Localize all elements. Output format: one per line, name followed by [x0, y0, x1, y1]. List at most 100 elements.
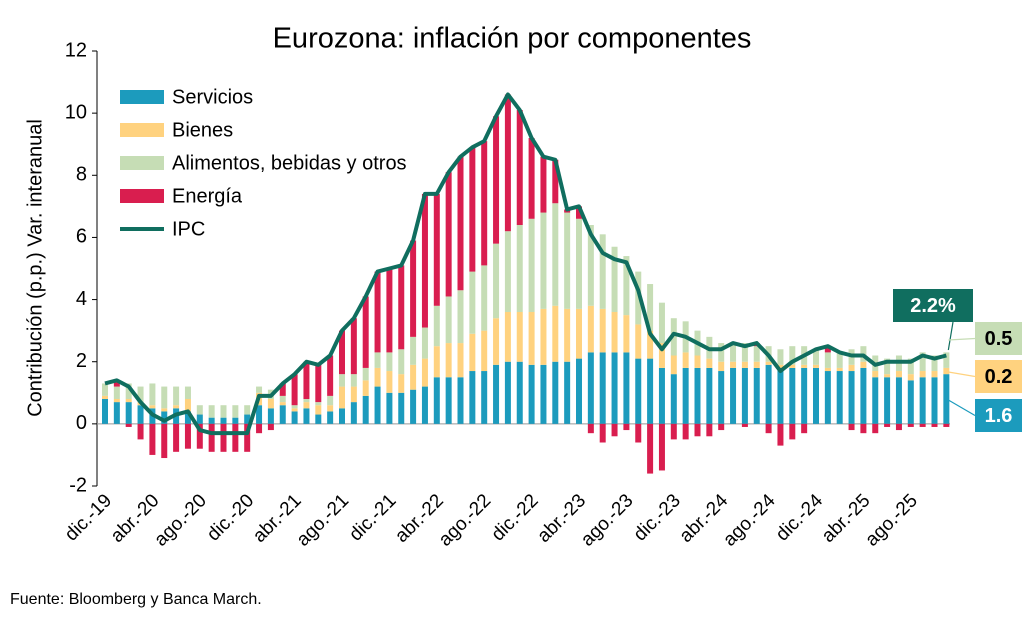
bar-segment: [824, 367, 831, 372]
bar-segment: [102, 399, 108, 424]
bar-segment: [327, 411, 334, 424]
bar-segment: [895, 377, 902, 424]
bar-segment: [469, 147, 476, 272]
bar-segment: [362, 395, 369, 424]
bar-segment: [149, 383, 156, 406]
chart-title: Eurozona: inflación por componentes: [273, 23, 752, 55]
bar-segment: [647, 330, 654, 359]
bar-segment: [339, 408, 345, 424]
bar-segment: [540, 156, 547, 213]
bar-segment: [528, 364, 535, 424]
bar-segment: [481, 141, 488, 266]
bar-segment: [635, 324, 642, 359]
bar-segment: [907, 423, 914, 427]
bar-segment: [931, 371, 938, 378]
bar-segment: [884, 374, 891, 378]
bar-segment: [493, 116, 500, 244]
bar-segment: [113, 380, 120, 387]
x-tick-label: ago.-22: [435, 490, 495, 550]
bar-segment: [493, 243, 500, 319]
bar-segment: [931, 355, 938, 372]
bar-segment: [196, 423, 203, 449]
bar-segment: [315, 414, 322, 424]
bar-segment: [682, 367, 689, 424]
bar-segment: [137, 405, 144, 424]
bar-segment: [907, 358, 914, 375]
bar-segment: [102, 383, 108, 396]
bar-segment: [398, 265, 405, 350]
bar-segment: [445, 296, 452, 344]
bar-segment: [599, 308, 606, 353]
bar-segment: [504, 231, 511, 312]
bar-segment: [753, 367, 760, 424]
bar-segment: [587, 305, 594, 353]
bar-segment: [623, 256, 630, 316]
bar-segment: [173, 386, 180, 406]
bar-segment: [789, 423, 796, 440]
bar-segment: [694, 423, 701, 437]
bar-segment: [433, 346, 440, 378]
bar-segment: [327, 355, 334, 396]
bar-segment: [279, 395, 286, 403]
bar-segment: [694, 355, 701, 368]
bar-segment: [599, 234, 606, 309]
bar-segment: [516, 225, 523, 312]
bar-segment: [113, 386, 120, 399]
bar-segment: [836, 352, 843, 368]
bar-segment: [339, 386, 345, 409]
x-tick-label: ago.-21: [293, 490, 353, 550]
annotation-leader: [947, 321, 954, 351]
bar-segment: [315, 364, 322, 403]
bar-segment: [350, 386, 357, 403]
bar-segment: [576, 206, 582, 219]
bar-segment: [741, 367, 748, 424]
bar-segment: [730, 361, 737, 368]
x-tick-label: dic.-21: [345, 490, 400, 545]
bar-segment: [943, 423, 950, 427]
bar-segment: [801, 364, 808, 368]
bar-segment: [421, 386, 428, 424]
legend-swatch: [120, 156, 164, 170]
bar-segment: [836, 371, 843, 424]
y-tick-label: 6: [76, 226, 87, 248]
bar-segment: [623, 315, 630, 353]
bar-segment: [919, 371, 926, 378]
bar-segment: [860, 423, 867, 434]
bar-segment: [919, 352, 926, 372]
bar-segment: [824, 371, 831, 424]
bar-segment: [113, 402, 120, 424]
bar-segment: [730, 367, 737, 424]
bar-segment: [161, 386, 168, 409]
bar-segment: [801, 423, 808, 434]
bar-segment: [493, 318, 500, 365]
bar-segment: [149, 423, 156, 455]
y-tick-label: 4: [76, 288, 87, 310]
annotation-box: [975, 399, 1022, 432]
x-tick-label: ago.-24: [719, 490, 780, 551]
legend-label: Bienes: [172, 119, 233, 141]
x-tick-label: dic.-20: [203, 490, 258, 545]
bar-segment: [291, 411, 298, 424]
bar-segment: [481, 265, 488, 331]
bar-segment: [339, 374, 345, 387]
bar-segment: [528, 138, 535, 219]
bar-segment: [599, 352, 606, 424]
legend-label: IPC: [172, 218, 205, 240]
bar-segment: [410, 240, 417, 337]
bar-segment: [469, 271, 476, 334]
bar-segment: [528, 312, 535, 365]
bar-segment: [433, 193, 440, 306]
x-tick-label: dic.-19: [61, 490, 116, 545]
bar-segment: [279, 383, 286, 396]
bar-segment: [564, 308, 571, 362]
bar-segment: [540, 212, 547, 309]
bar-segment: [267, 399, 274, 409]
annotation: 2.2%: [910, 295, 956, 317]
bar-segment: [374, 386, 381, 424]
bar-segment: [161, 411, 168, 424]
bar-segment: [777, 423, 784, 446]
bar-segment: [504, 361, 511, 424]
bar-segment: [824, 346, 831, 353]
